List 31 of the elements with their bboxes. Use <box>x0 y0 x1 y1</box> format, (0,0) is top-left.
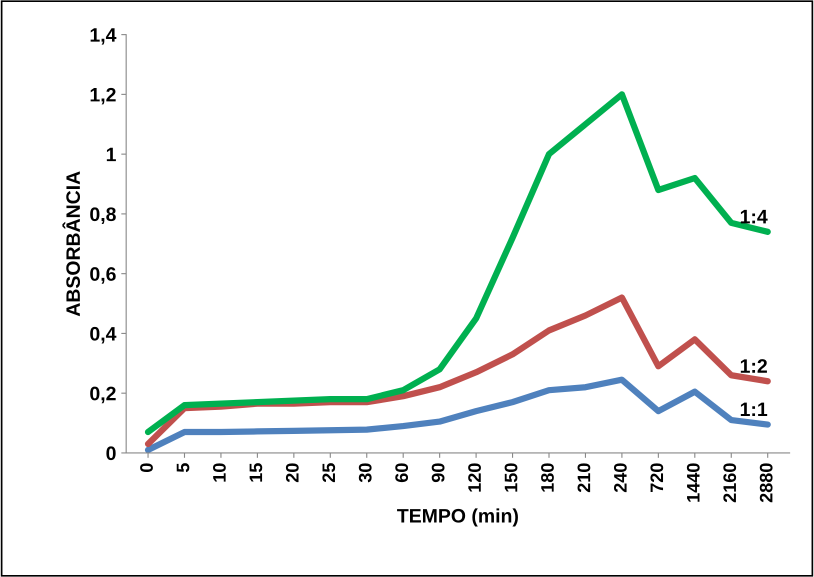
x-tick-label: 90 <box>432 463 444 482</box>
x-axis-title: TEMPO (min) <box>397 508 518 527</box>
x-tick-label: 25 <box>322 463 336 482</box>
x-tick-label: 150 <box>504 463 518 492</box>
x-tick-label: 2160 <box>723 463 736 502</box>
x-tick-label: 5 <box>176 463 190 472</box>
y-tick-label: 1 <box>106 148 116 162</box>
x-tick-label: 120 <box>468 463 481 492</box>
x-tick-label: 210 <box>578 463 590 492</box>
x-tick-label: 180 <box>541 463 554 492</box>
y-tick-label: 1,2 <box>90 88 116 104</box>
y-tick-label: 0,4 <box>90 326 116 344</box>
x-tick-label: 240 <box>614 463 627 492</box>
x-tick-label: 20 <box>286 463 299 482</box>
x-tick-label: 1440 <box>686 463 700 502</box>
y-tick-label: 1,4 <box>90 28 116 45</box>
x-tick-label: 15 <box>250 463 262 482</box>
y-axis-title: ABSORBÂNCIA <box>62 171 80 316</box>
x-tick-label: 0 <box>140 463 153 472</box>
x-tick-label: 60 <box>395 463 408 482</box>
y-tick-label: 0,2 <box>90 386 116 404</box>
series-label: 1:1 <box>740 402 768 416</box>
x-tick-label: 30 <box>358 463 372 482</box>
series-label: 1:4 <box>740 210 768 224</box>
x-tick-label: 10 <box>213 463 226 482</box>
x-tick-label: 2880 <box>760 463 773 502</box>
y-tick-label: 0,6 <box>90 267 116 284</box>
x-tick-label: 720 <box>650 463 664 492</box>
y-tick-label: 0 <box>106 446 116 460</box>
series-label: 1:2 <box>740 359 767 373</box>
y-tick-label: 0,8 <box>90 207 116 224</box>
